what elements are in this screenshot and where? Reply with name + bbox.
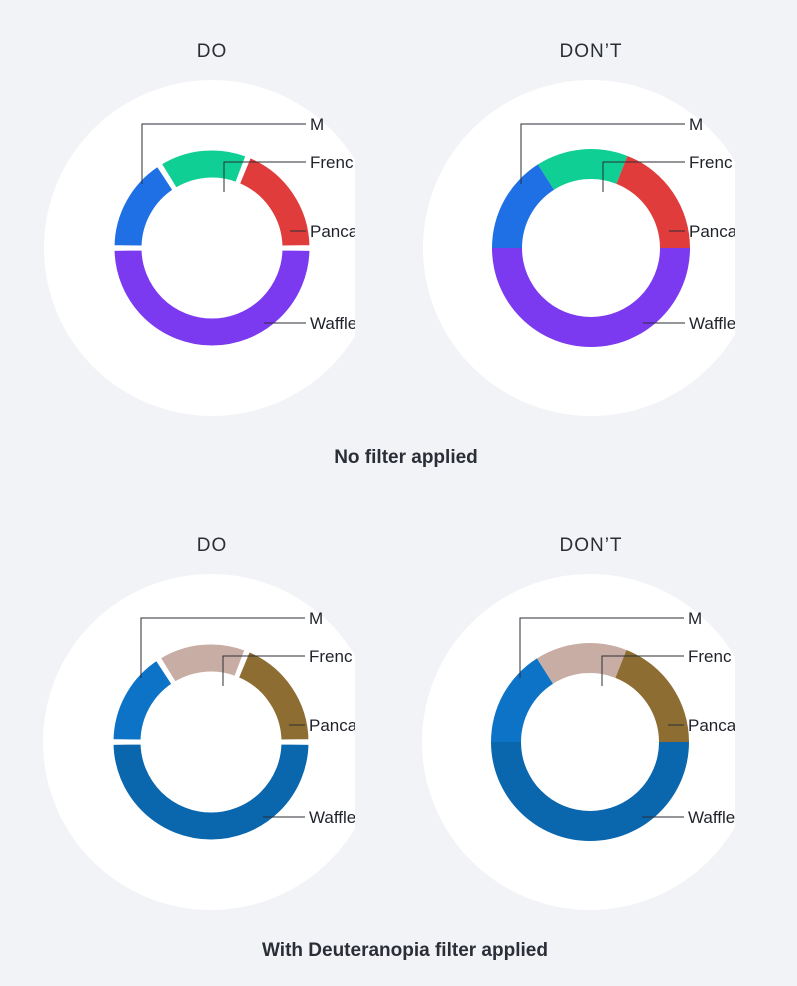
- slice-label-muffin: M: [310, 115, 324, 134]
- slice-label-waffle: Waffle: [309, 808, 356, 827]
- donut-slice-waffle: [492, 248, 690, 347]
- leader-line: [601, 655, 684, 686]
- slice-label-pancake: Pancake: [309, 716, 375, 735]
- leader-line: [223, 161, 306, 192]
- leader-line: [602, 161, 685, 192]
- donut-chart: Waffle Pancake Frenc M: [422, 574, 754, 910]
- slice-label-pancake: Pancake: [310, 222, 376, 241]
- leader-line: [141, 123, 306, 184]
- leader-line: [520, 123, 685, 184]
- slice-label-waffle: Waffle: [688, 808, 735, 827]
- donut-slice-pancake: [110, 657, 176, 743]
- donut-slice-muffin: [615, 649, 689, 742]
- slice-label-french-toast: Frenc: [310, 153, 354, 172]
- caption-deuteranopia: With Deuteranopia filter applied: [262, 940, 548, 961]
- donut-slice-muffin: [236, 154, 313, 249]
- slice-label-muffin: M: [309, 609, 323, 628]
- donut-slice-french-toast: [157, 641, 249, 686]
- chart-background-circle: [422, 574, 735, 910]
- chart-background-circle: [423, 80, 735, 416]
- slice-label-french-toast: Frenc: [309, 647, 353, 666]
- slice-label-pancake: Pancake: [689, 222, 755, 241]
- panel-title-do: DO: [197, 535, 228, 556]
- donut-slice-waffle: [111, 247, 313, 349]
- chart-background-circle: [43, 574, 355, 910]
- leader-line: [140, 617, 305, 678]
- panel-title-dont: DON’T: [559, 535, 622, 556]
- donut-slice-pancake: [111, 163, 177, 249]
- slice-label-waffle: Waffle: [689, 314, 736, 333]
- donut-slice-muffin: [616, 155, 690, 248]
- slice-label-muffin: M: [689, 115, 703, 134]
- donut-slice-pancake: [491, 658, 554, 742]
- donut-slice-french-toast: [537, 149, 628, 190]
- donut-chart: Waffle Pancake Frenc M: [44, 80, 376, 416]
- chart-background-circle: [44, 80, 355, 416]
- slice-label-waffle: Waffle: [310, 314, 357, 333]
- slice-label-muffin: M: [688, 609, 702, 628]
- donut-slice-muffin: [235, 648, 312, 743]
- slice-label-pancake: Pancake: [688, 716, 754, 735]
- panel-title-do: DO: [197, 41, 228, 62]
- donut-slice-french-toast: [536, 643, 627, 684]
- leader-line: [222, 655, 305, 686]
- slice-label-french-toast: Frenc: [689, 153, 733, 172]
- leader-line: [519, 617, 684, 678]
- donut-slice-waffle: [491, 742, 689, 841]
- donut-slice-pancake: [492, 164, 555, 248]
- panel-title-dont: DON’T: [559, 41, 622, 62]
- donut-slice-waffle: [110, 741, 312, 843]
- caption-no-filter: No filter applied: [334, 447, 478, 468]
- donut-chart: Waffle Pancake Frenc M: [43, 574, 375, 910]
- slice-label-french-toast: Frenc: [688, 647, 732, 666]
- donut-slice-french-toast: [158, 147, 250, 192]
- donut-chart: Waffle Pancake Frenc M: [423, 80, 755, 416]
